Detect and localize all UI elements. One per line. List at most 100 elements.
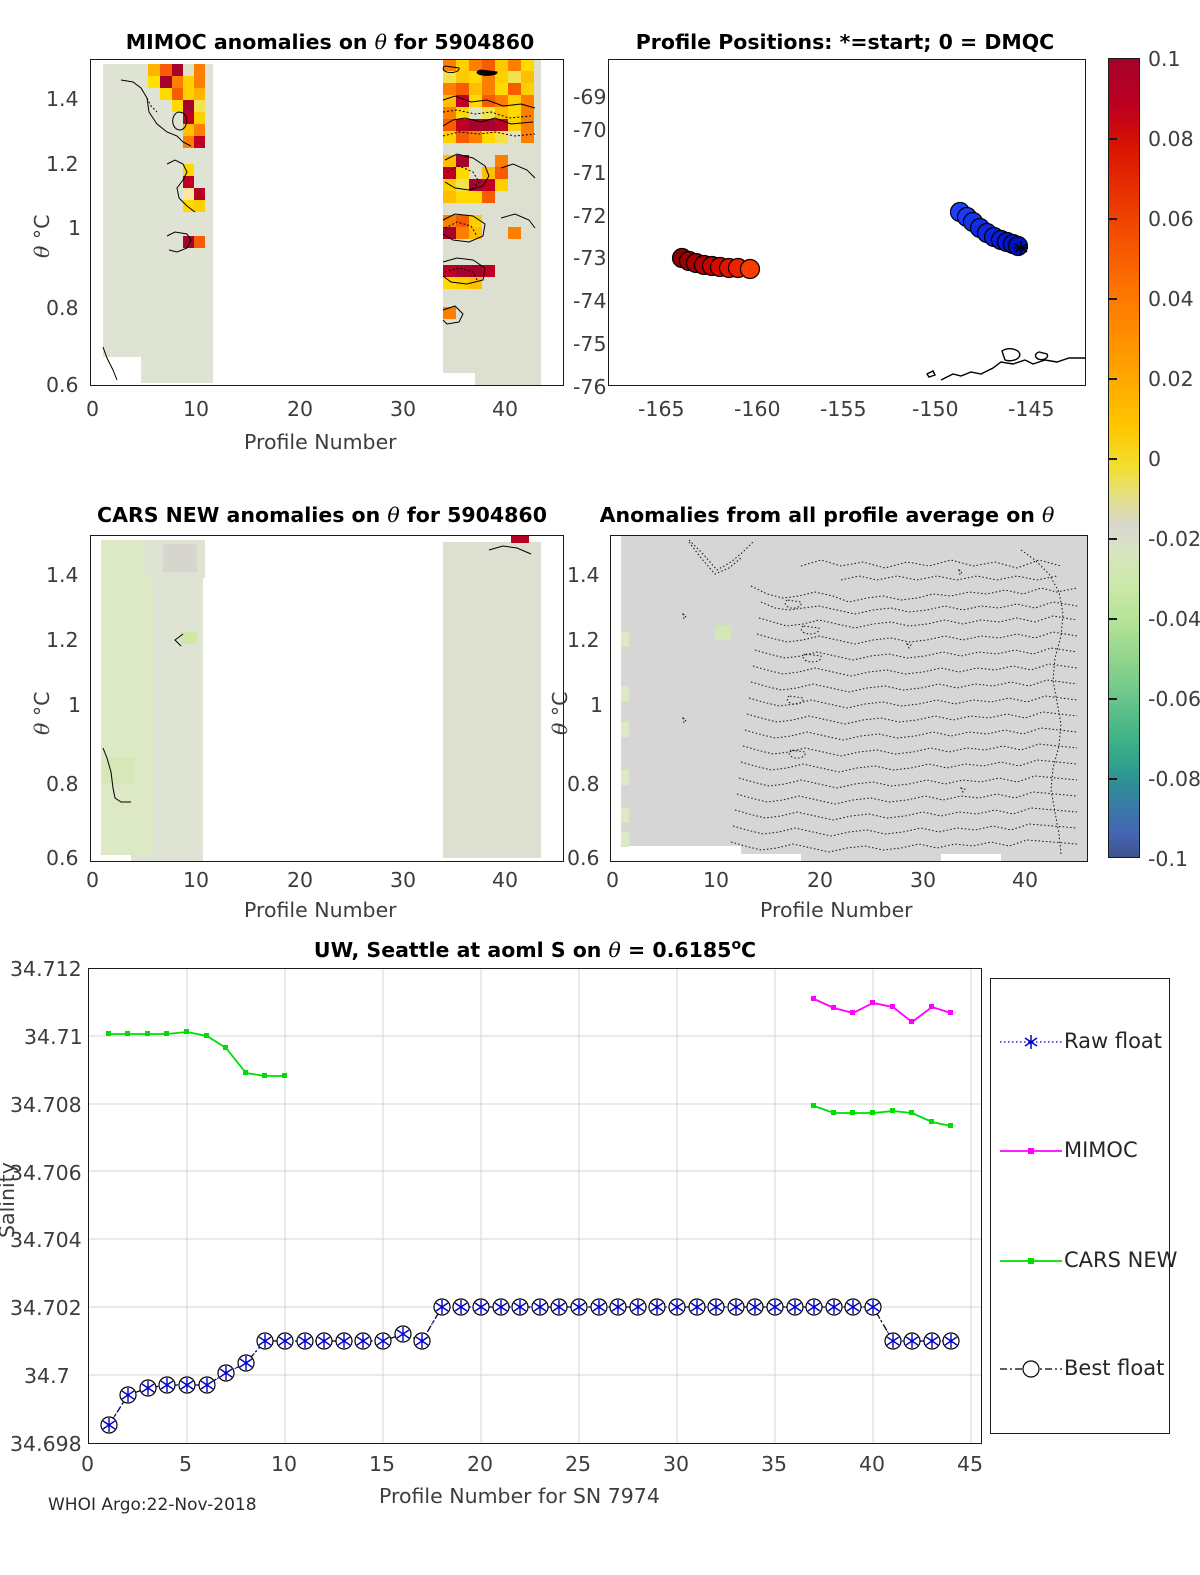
mimoc-xlabel: Profile Number <box>244 430 397 454</box>
allprofile-xtick-40: 40 <box>1012 868 1039 892</box>
salinity-title: UW, Seattle at aoml S on θ = 0.6185oC <box>280 937 790 962</box>
cars-plot <box>101 536 541 861</box>
mimoc-ylabel-unit: °C <box>30 214 54 246</box>
theta-symbol: θ <box>374 30 387 54</box>
allprofile-title: Anomalies from all profile average on θ <box>562 503 1092 527</box>
cars-xtick-30: 30 <box>390 868 417 892</box>
mimoc-xtick-20: 20 <box>287 397 314 421</box>
mimoc-ylabel: θ °C <box>30 215 54 258</box>
salinity-xtick-35: 35 <box>761 1452 788 1476</box>
allprofile-ytick-1: 1 <box>590 693 604 717</box>
salinity-xtick-15: 15 <box>369 1452 396 1476</box>
cars-ytick-1.4: 1.4 <box>46 563 79 587</box>
cars-ylabel-theta: θ <box>30 722 54 735</box>
positions-ytick--70: -70 <box>573 118 607 142</box>
allprofile-contours <box>682 539 1078 855</box>
cbar-label--0.06: -0.06 <box>1148 687 1200 711</box>
allprofile-title-pre: Anomalies from all profile average on <box>599 503 1043 527</box>
cbar-tick--0.02 <box>1108 538 1117 540</box>
allprofile-xtick-0: 0 <box>606 868 620 892</box>
salinity-ylabel: Salinity <box>0 1162 19 1238</box>
positions-xtick--155: -155 <box>820 397 867 421</box>
cars-xtick-10: 10 <box>183 868 210 892</box>
salinity-ytick-34.712: 34.712 <box>10 957 82 981</box>
salinity-plot <box>89 969 981 1443</box>
mimoc-left-contours <box>102 79 196 381</box>
legend-sample-lines <box>1000 1035 1062 1378</box>
mimoc-xtick-30: 30 <box>390 397 417 421</box>
cars-xtick-20: 20 <box>287 868 314 892</box>
cars-contours <box>102 545 532 803</box>
mimoc-ytick-1: 1 <box>68 216 82 240</box>
salinity-ytick-34.708: 34.708 <box>10 1093 82 1117</box>
allprofile-ylabel-theta: θ <box>548 722 572 735</box>
allprofile-xtick-20: 20 <box>807 868 834 892</box>
allprofile-ytick-0.6: 0.6 <box>567 846 600 870</box>
best-float-markers <box>100 1298 960 1434</box>
raw-float-asterisk-markers <box>102 1300 958 1432</box>
cars-xlabel: Profile Number <box>244 898 397 922</box>
cars-title-post: for 5904860 <box>399 503 547 527</box>
salinity-xtick-40: 40 <box>859 1452 886 1476</box>
cbar-label-0.1: 0.1 <box>1148 47 1181 71</box>
theta-symbol: θ <box>1042 503 1055 527</box>
legend-label-mimoc: MIMOC <box>1064 1138 1138 1162</box>
cars-xtick-0: 0 <box>86 868 100 892</box>
allprofile-ytick-1.2: 1.2 <box>567 628 600 652</box>
cbar-label--0.04: -0.04 <box>1148 607 1200 631</box>
legend-label-raw-float: Raw float <box>1064 1029 1163 1053</box>
mimoc-xtick-40: 40 <box>492 397 519 421</box>
cars-axes <box>90 535 564 862</box>
positions-ytick--71: -71 <box>573 161 607 185</box>
cbar-tick-0.04 <box>1108 298 1117 300</box>
positions-plot <box>671 201 1085 381</box>
cars-ytick-0.6: 0.6 <box>46 846 79 870</box>
theta-symbol: θ <box>608 937 621 962</box>
cbar-tick-0.08 <box>1108 138 1117 140</box>
series-cars-new-late <box>811 1103 953 1128</box>
series-cars-new-early <box>106 1029 287 1078</box>
positions-ytick--73: -73 <box>573 246 607 270</box>
cars-ytick-0.8: 0.8 <box>46 772 79 796</box>
salinity-title-pre: UW, Seattle at aoml S on <box>313 937 609 962</box>
cars-ylabel-unit: °C <box>30 691 54 723</box>
allprofile-ylabel: θ °C <box>548 692 572 735</box>
salinity-ytick-34.71: 34.71 <box>24 1025 83 1049</box>
cbar-label--0.1: -0.1 <box>1148 847 1188 871</box>
allprofile-plot <box>621 536 1087 861</box>
cars-ylabel: θ °C <box>30 692 54 735</box>
positions-xtick--165: -165 <box>638 397 685 421</box>
allprofile-ylabel-unit: °C <box>548 691 572 723</box>
cars-title: CARS NEW anomalies on θ for 5904860 <box>72 503 572 527</box>
series-raw-float <box>108 1306 951 1426</box>
figure-footer: WHOI Argo:22-Nov-2018 <box>48 1495 257 1515</box>
mimoc-ytick-0.8: 0.8 <box>46 296 79 320</box>
salinity-legend <box>990 978 1170 1434</box>
mimoc-ytick-1.2: 1.2 <box>46 152 79 176</box>
mimoc-title-pre: MIMOC anomalies on <box>125 30 375 54</box>
salinity-xtick-45: 45 <box>957 1452 984 1476</box>
salinity-xtick-30: 30 <box>663 1452 690 1476</box>
salinity-ytick-34.698: 34.698 <box>10 1432 82 1456</box>
legend-label-best-float: Best float <box>1064 1356 1165 1380</box>
mimoc-xtick-10: 10 <box>183 397 210 421</box>
coastline <box>925 348 1085 381</box>
mimoc-ylabel-theta: θ <box>30 245 54 258</box>
positions-title: Profile Positions: *=start; 0 = DMQC <box>635 30 1055 54</box>
mimoc-title: MIMOC anomalies on θ for 5904860 <box>90 30 570 54</box>
salinity-ytick-34.702: 34.702 <box>10 1296 82 1320</box>
allprofile-xtick-10: 10 <box>703 868 730 892</box>
salinity-xtick-20: 20 <box>467 1452 494 1476</box>
positions-ytick--75: -75 <box>573 332 607 356</box>
salinity-xtick-0: 0 <box>81 1452 95 1476</box>
cbar-label-0.08: 0.08 <box>1148 127 1194 151</box>
positions-xtick--160: -160 <box>734 397 781 421</box>
series-best-float <box>108 1306 951 1426</box>
cbar-label-0.04: 0.04 <box>1148 287 1194 311</box>
allprofile-ytick-1.4: 1.4 <box>567 563 600 587</box>
salinity-axes <box>88 968 982 1444</box>
salinity-ytick-34.704: 34.704 <box>10 1228 82 1252</box>
allprofile-axes <box>610 535 1088 862</box>
positions-xtick--150: -150 <box>912 397 959 421</box>
cbar-tick-0.06 <box>1108 218 1117 220</box>
